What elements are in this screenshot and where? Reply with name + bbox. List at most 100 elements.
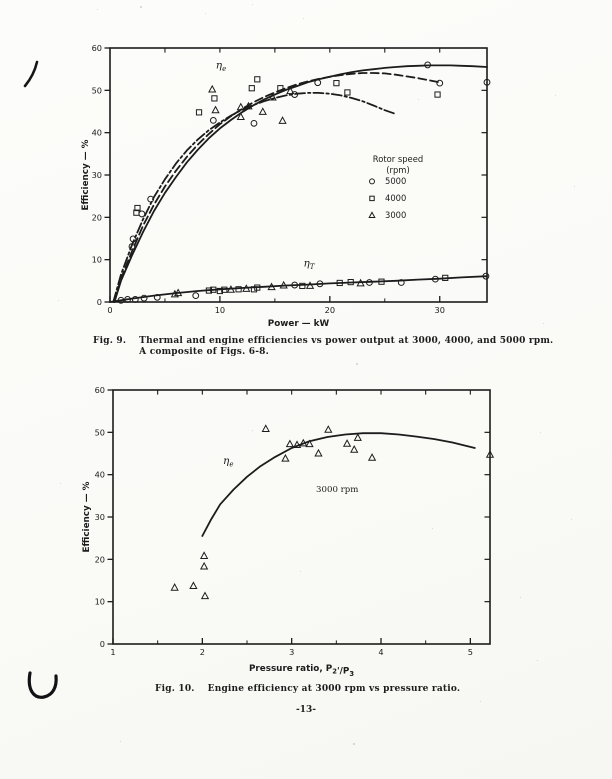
scan-speck	[252, 430, 254, 432]
fig9-caption: Fig. 9. Thermal and engine efficiencies …	[93, 336, 573, 358]
data-point-triangle	[324, 425, 333, 433]
data-point-square	[133, 209, 140, 216]
data-point-square	[369, 195, 375, 202]
fig9-series-dashed	[113, 72, 441, 303]
x-tick-label: 4	[378, 647, 383, 657]
data-point-circle	[431, 275, 439, 283]
data-point-triangle	[342, 439, 352, 447]
data-point-triangle	[305, 281, 315, 289]
scan-speck	[555, 95, 557, 97]
data-point-triangle	[368, 211, 376, 219]
scan-speck	[333, 92, 335, 94]
fig10-caption: Fig. 10. Engine efficiency at 3000 rpm v…	[155, 684, 575, 695]
fig10-plot-frame	[112, 389, 491, 645]
data-point-triangle	[267, 282, 276, 291]
scan-speck	[303, 18, 305, 20]
x-tick-label: 3	[289, 647, 294, 657]
data-point-triangle	[170, 289, 179, 298]
data-point-triangle	[285, 439, 295, 448]
pen-mark-top-left	[23, 60, 39, 88]
data-point-square	[378, 278, 385, 285]
fig9-series-solid	[113, 64, 488, 303]
data-point-triangle	[211, 105, 220, 114]
y-tick-label: 30	[92, 170, 102, 180]
data-point-square	[347, 279, 354, 286]
data-point-triangle	[199, 561, 209, 570]
fig9-caption-line2: A composite of Figs. 6-8.	[139, 347, 269, 357]
scan-speck	[205, 13, 207, 15]
fig9-plot: 0 10 20 30 0 10 20 30 40 50 60 Power — kW Efficiency…	[81, 43, 491, 329]
data-point-circle	[117, 296, 125, 304]
data-point-square	[277, 85, 284, 92]
data-point-triangle	[236, 102, 245, 111]
data-point-square	[254, 284, 261, 291]
fig9-y-axis: 0 10 20 30 40 50 60	[92, 43, 487, 307]
data-point-square	[195, 109, 203, 116]
fig10-y-axis: 0 10 20 30 40 50 60	[95, 385, 490, 649]
data-point-square	[235, 286, 242, 293]
data-point-square	[299, 282, 306, 290]
data-point-square	[211, 95, 218, 102]
fig10-y-axis-label: Efficiency — %	[82, 481, 92, 552]
data-point-circle	[369, 178, 375, 185]
fig9-annotation: ηT	[303, 257, 315, 271]
fig9-caption-label: Fig. 9.	[93, 336, 127, 346]
x-tick-label: 30	[435, 305, 445, 315]
scan-speck	[300, 571, 302, 573]
fig10-scatter-triangle-3000	[170, 424, 495, 600]
data-point-square	[248, 85, 255, 92]
y-tick-label: 10	[92, 255, 102, 265]
legend-title: Rotor speed	[373, 154, 423, 164]
fig9-legend: Rotor speed(rpm)5000 4000 3000	[368, 154, 423, 220]
data-point-triangle	[261, 424, 270, 432]
scan-speck	[574, 186, 576, 188]
y-tick-label: 20	[92, 212, 102, 222]
fig9-x-axis: 0 10 20 30	[107, 48, 445, 315]
data-point-square	[134, 204, 141, 212]
data-point-triangle	[208, 84, 217, 93]
x-tick-label: 1	[110, 647, 115, 657]
scan-speck	[537, 660, 539, 662]
data-point-square	[336, 279, 343, 287]
x-tick-label: 2	[200, 647, 205, 657]
data-point-triangle	[236, 112, 245, 121]
fig10-annotation: ηe	[223, 455, 233, 469]
scan-speck	[418, 99, 420, 101]
fig9-annotation: ηe	[216, 59, 226, 73]
data-point-triangle	[356, 278, 365, 287]
fig10-annotation: 3000 rpm	[316, 485, 358, 495]
fig10-x-axis: 1 2 3 4 5	[110, 390, 473, 657]
fig9-series-solid	[109, 275, 488, 303]
data-point-circle	[483, 78, 491, 86]
data-point-triangle	[278, 116, 287, 124]
scan-speck	[432, 528, 434, 530]
data-point-square	[434, 91, 441, 98]
data-point-circle	[424, 61, 432, 69]
x-tick-label: 10	[215, 305, 225, 315]
scan-speck	[520, 597, 522, 599]
data-point-triangle	[314, 448, 323, 457]
data-point-square	[250, 286, 258, 293]
scan-speck	[480, 701, 482, 703]
data-point-circle	[250, 119, 258, 127]
data-point-triangle	[350, 445, 359, 453]
fig10-caption-label: Fig. 10.	[155, 684, 195, 694]
scan-speck	[140, 6, 142, 8]
data-point-triangle	[485, 450, 495, 458]
legend-item-label: 4000	[385, 193, 406, 203]
scan-speck	[571, 519, 573, 521]
data-point-square	[344, 89, 351, 96]
data-point-triangle	[292, 440, 302, 449]
legend-item-label: 3000	[385, 210, 406, 220]
data-point-circle	[436, 79, 444, 87]
data-point-triangle	[189, 581, 198, 590]
data-point-triangle	[199, 551, 209, 559]
fig9-scatter-square-4000	[133, 76, 449, 295]
data-point-circle	[482, 272, 490, 280]
fig9-caption-line1: Thermal and engine efficiencies vs power…	[139, 336, 554, 346]
data-point-circle	[209, 116, 217, 124]
legend-title-units: (rpm)	[386, 165, 409, 175]
